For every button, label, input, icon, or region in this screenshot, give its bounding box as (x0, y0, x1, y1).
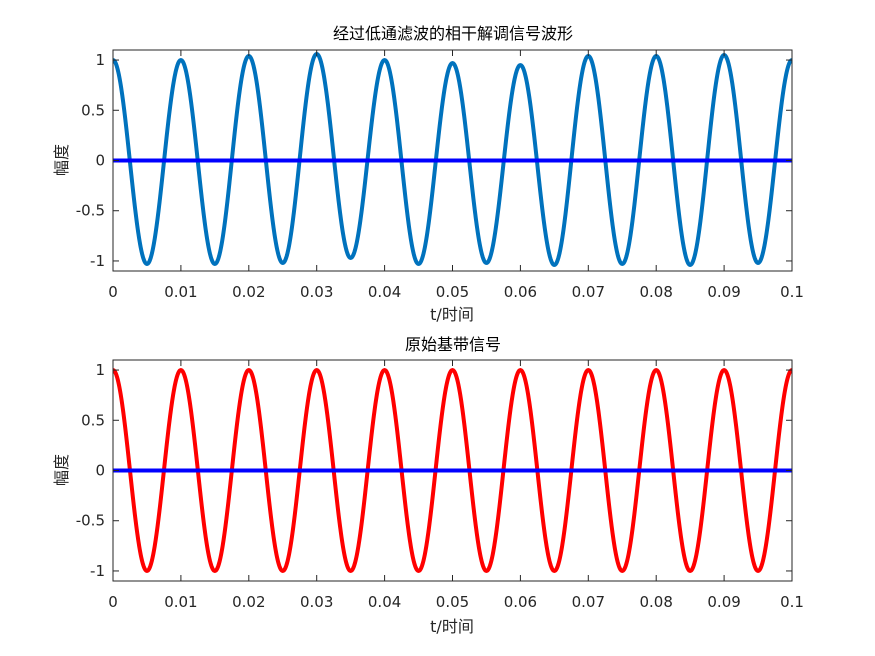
x-tick-label-bottom: 0.03 (300, 593, 333, 611)
x-tick-label-bottom: 0.09 (707, 593, 740, 611)
x-tick-label-bottom: 0 (108, 593, 118, 611)
x-axis-label-top: t/时间 (430, 305, 474, 324)
x-tick-label-top: 0.03 (300, 283, 333, 301)
y-tick-label-bottom: 0 (95, 462, 105, 480)
x-tick-label-top: 0.06 (504, 283, 537, 301)
x-tick-label-top: 0.08 (639, 283, 672, 301)
y-tick-label-bottom: 1 (95, 361, 105, 379)
signal-line-top (113, 52, 792, 267)
x-tick-label-bottom: 0.05 (436, 593, 469, 611)
y-axis-label-top: 幅度 (52, 144, 71, 176)
y-tick-label-top: 1 (95, 51, 105, 69)
y-tick-label-top: -0.5 (76, 202, 105, 220)
x-tick-label-top: 0.04 (368, 283, 401, 301)
y-tick-label-top: 0 (95, 152, 105, 170)
x-tick-label-top: 0.02 (232, 283, 265, 301)
x-tick-label-bottom: 0.08 (639, 593, 672, 611)
x-tick-label-bottom: 0.04 (368, 593, 401, 611)
x-tick-label-bottom: 0.07 (572, 593, 605, 611)
chart-title-top: 经过低通滤波的相干解调信号波形 (333, 24, 573, 43)
x-tick-label-top: 0.07 (572, 283, 605, 301)
top-subplot: 经过低通滤波的相干解调信号波形 t/时间 幅度 0 0.01 0.02 0.03 0.0… (52, 24, 804, 324)
y-axis-label-bottom: 幅度 (52, 454, 71, 486)
chart-title-bottom: 原始基带信号 (405, 335, 501, 354)
x-tick-label-bottom: 0.06 (504, 593, 537, 611)
x-tick-label-bottom: 0.1 (780, 593, 804, 611)
bottom-subplot: 原始基带信号 t/时间 幅度 0 0.01 0.02 0.03 0.04 0.05 0.06… (52, 335, 804, 636)
y-tick-label-bottom: -1 (90, 562, 105, 580)
series-group-top (113, 52, 792, 267)
y-tick-label-bottom: -0.5 (76, 512, 105, 530)
x-tick-label-top: 0.01 (164, 283, 197, 301)
series-group-bottom (113, 368, 792, 573)
x-tick-label-top: 0 (108, 283, 118, 301)
x-tick-label-top: 0.05 (436, 283, 469, 301)
x-tick-label-bottom: 0.01 (164, 593, 197, 611)
x-tick-label-bottom: 0.02 (232, 593, 265, 611)
x-tick-label-top: 0.1 (780, 283, 804, 301)
x-tick-label-top: 0.09 (707, 283, 740, 301)
y-tick-label-top: -1 (90, 252, 105, 270)
y-tick-label-top: 0.5 (81, 101, 105, 119)
signal-line-bottom (113, 368, 792, 573)
y-tick-label-bottom: 0.5 (81, 411, 105, 429)
x-axis-label-bottom: t/时间 (430, 617, 474, 636)
